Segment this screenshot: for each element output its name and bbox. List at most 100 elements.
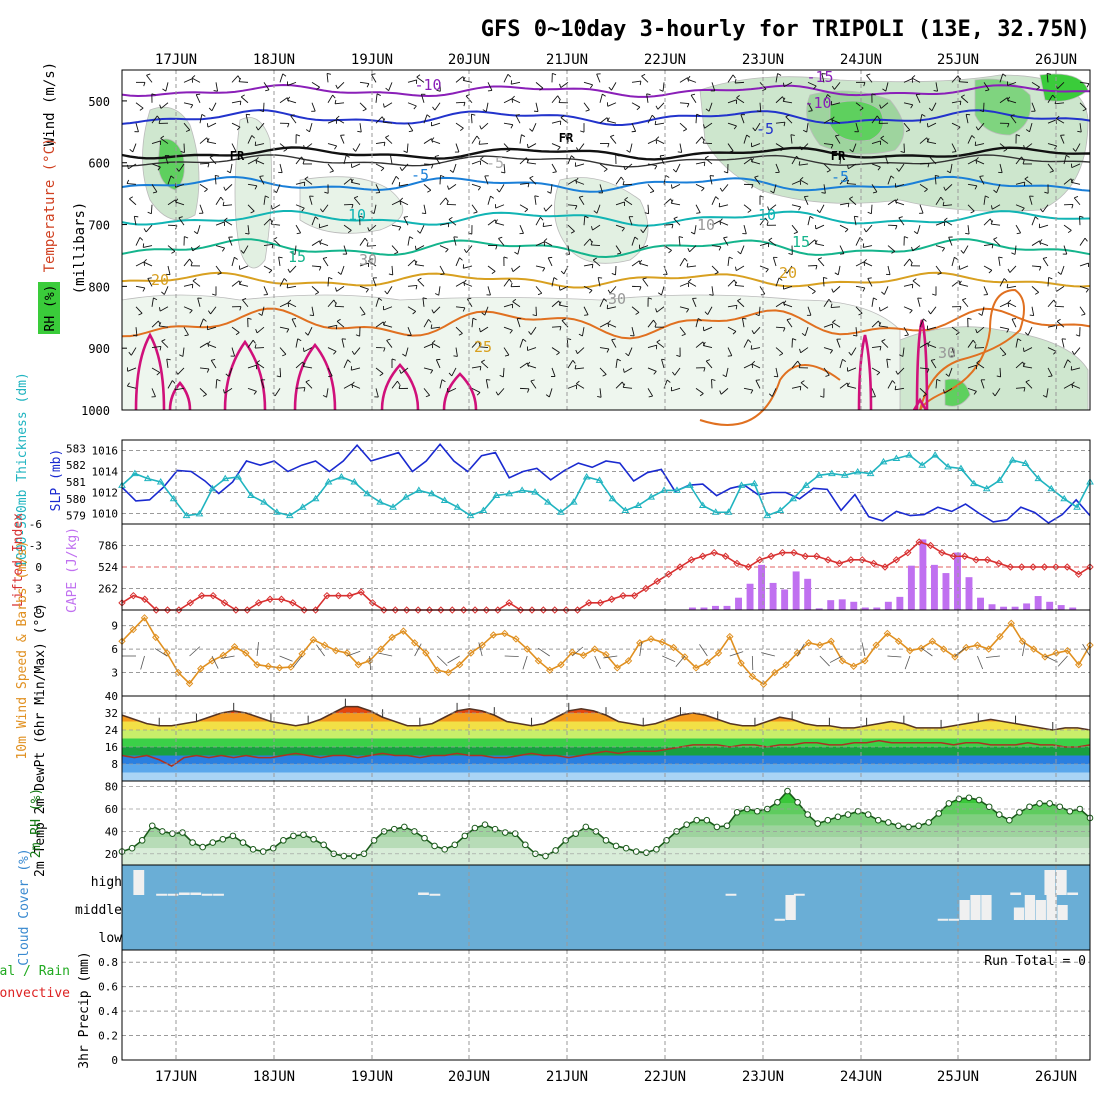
wind-barb: [871, 205, 872, 214]
rh-line-point: [149, 823, 155, 829]
top-date-label: 21JUN: [546, 52, 588, 68]
precip-tick: 0.6: [98, 981, 118, 994]
rh-line-point: [714, 824, 720, 830]
millibars-axis-title: (millibars): [72, 202, 88, 295]
isotherm-label: 15: [288, 248, 306, 266]
li-tick: 3: [35, 583, 42, 596]
precip-axis-title: 3hr Precip (mm): [77, 951, 92, 1068]
rh-line-point: [1007, 817, 1013, 823]
rh-line-point: [644, 850, 650, 856]
cape-bar: [1046, 602, 1053, 610]
rh-line-point: [916, 823, 922, 829]
cape-bar: [747, 584, 754, 610]
cloud-bar-middle: [981, 895, 991, 920]
precip-tick: 0.8: [98, 956, 118, 969]
rh-line-point: [442, 847, 448, 853]
wind-barb: [1048, 277, 1049, 286]
rh-line-point: [704, 817, 710, 823]
cloud-bar-middle: [1057, 905, 1067, 920]
cape-bar: [1023, 603, 1030, 610]
temp-color-band: [122, 730, 1090, 739]
isotherm-label: 10: [758, 206, 776, 224]
isotherm-label: FR: [230, 149, 245, 163]
isotherm-label: -5: [756, 120, 774, 138]
precip-tick: 0.4: [98, 1005, 118, 1018]
rh-line-point: [583, 824, 589, 830]
rh-line-point: [563, 838, 569, 844]
wind-tick: 3: [111, 667, 118, 680]
wind-barb-flag: [303, 348, 304, 352]
top-date-label: 20JUN: [448, 52, 490, 68]
wind-barb-flag: [751, 345, 752, 349]
cape-bar: [896, 597, 903, 610]
rh-line-point: [230, 833, 236, 839]
rh-line-point: [976, 797, 982, 803]
cape-bar: [885, 602, 892, 610]
wind-barb: [1000, 368, 1001, 377]
wind-barb-flag: [1048, 376, 1052, 377]
wind-barb: [424, 164, 433, 165]
pressure-level-label: 900: [88, 342, 110, 356]
wind-barb-flag: [480, 366, 481, 370]
rh-line-point: [845, 812, 851, 818]
bottom-date-label: 17JUN: [155, 1069, 197, 1085]
cape-bar: [770, 583, 777, 610]
cloud-bar-high: [190, 893, 201, 896]
rh-line-point: [180, 830, 186, 836]
rh-line-point: [270, 845, 276, 851]
wind-barb: [959, 82, 968, 83]
cape-bar: [931, 565, 938, 610]
cape-bar: [827, 600, 834, 610]
precip-conv-label: Convective: [0, 986, 70, 1001]
rh-line-point: [482, 822, 488, 828]
cloud-bar-high: [418, 893, 429, 896]
temp-color-band: [122, 756, 1090, 765]
thickness-tick: 581: [66, 476, 86, 489]
wind-barb: [151, 205, 152, 214]
rh-line-point: [432, 843, 438, 849]
rh-line-point: [694, 817, 700, 823]
isotherm-label: -10: [804, 94, 831, 112]
wind-barb-flag: [390, 155, 394, 156]
pressure-level-label: 600: [88, 157, 110, 171]
cloud-bar-high: [202, 894, 213, 896]
rh-line-point: [301, 832, 307, 838]
temp-tick: 24: [105, 724, 119, 737]
rh-line-point: [210, 840, 216, 846]
cloud-bar-high: [179, 893, 190, 896]
cape-bar: [1058, 605, 1065, 610]
wind-barb-flag: [214, 91, 218, 92]
cloud-cover-axis-title: Cloud Cover (%): [17, 848, 32, 965]
wind-barb-flag: [742, 318, 746, 319]
rh-line-point: [613, 843, 619, 849]
rh-line-point: [684, 822, 690, 828]
wind-barb-flag: [516, 115, 520, 116]
cape-bar: [977, 598, 984, 610]
bottom-date-label: 18JUN: [253, 1069, 295, 1085]
top-date-label: 23JUN: [742, 52, 784, 68]
wind-barb-flag: [960, 101, 961, 105]
rh-line-point: [1047, 801, 1053, 807]
cloud-bar-high: [1056, 870, 1067, 895]
rh-line-point: [815, 821, 821, 827]
rh-line-point: [291, 833, 297, 839]
cloud-bar-middle: [785, 895, 795, 920]
isotherm-label: 30: [938, 344, 956, 362]
rh-line-point: [200, 844, 206, 850]
wind-barb-flag: [287, 284, 288, 288]
wind-barb: [823, 277, 824, 286]
isotherm-label: 20: [779, 264, 797, 282]
li-tick: -6: [29, 518, 42, 531]
li-tick: 0: [35, 561, 42, 574]
cloud-bar-middle: [949, 919, 959, 921]
wind-barb: [503, 368, 504, 377]
temperature-axis-title: Temperature (°C): [42, 138, 58, 273]
cloud-bar-high: [156, 894, 167, 896]
cape-bar: [839, 599, 846, 610]
cape-bar: [1035, 596, 1042, 610]
rh-line-point: [452, 842, 458, 848]
wind-barb-flag: [848, 203, 849, 207]
cape-bar: [793, 571, 800, 610]
rh-line-point: [402, 824, 408, 830]
